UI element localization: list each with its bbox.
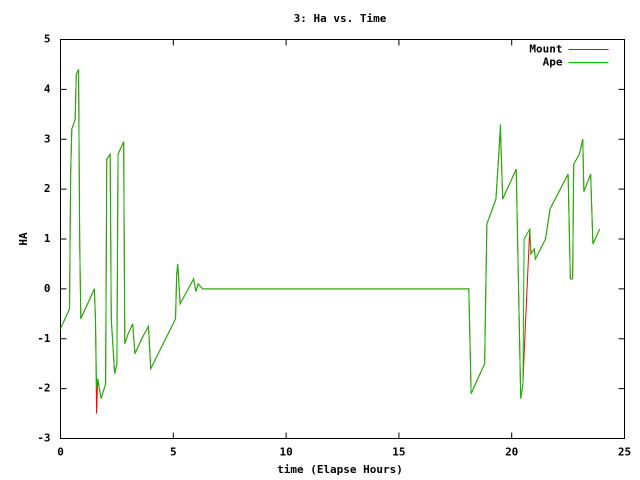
y-tick-label: 1 <box>44 232 51 245</box>
chart-title: 3: Ha vs. Time <box>294 12 387 25</box>
x-axis-label: time (Elapse Hours) <box>277 463 403 476</box>
x-tick-label: 10 <box>279 446 292 459</box>
data-line <box>60 69 601 399</box>
y-tick-label: 4 <box>44 82 51 95</box>
legend-label: Mount <box>529 43 562 56</box>
y-tick-label: 0 <box>44 282 51 295</box>
plot-frame <box>60 39 625 439</box>
x-tick-label: 5 <box>170 446 177 459</box>
x-tick-label: 25 <box>618 446 631 459</box>
y-tick-label: -3 <box>37 432 50 445</box>
y-tick-label: 2 <box>44 182 51 195</box>
y-tick-label: -2 <box>37 382 50 395</box>
y-tick-label: 5 <box>44 33 51 46</box>
x-tick-label: 0 <box>57 446 64 459</box>
y-tick-label: -1 <box>37 332 51 345</box>
y-axis-label: HA <box>17 232 30 246</box>
x-tick-label: 15 <box>392 446 405 459</box>
y-tick-label: 3 <box>44 132 51 145</box>
data-line <box>60 69 601 414</box>
legend-label: Ape <box>543 56 563 69</box>
x-tick-label: 20 <box>505 446 518 459</box>
